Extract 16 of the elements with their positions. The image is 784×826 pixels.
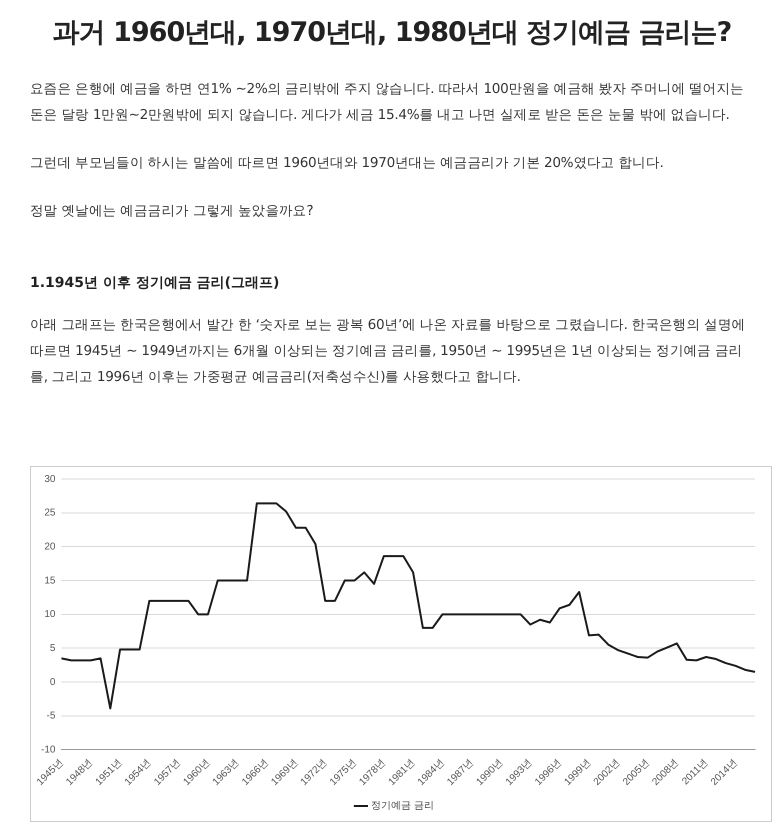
text: 요즘은 은행에 예금을 하면 연1% ~2%의 금리밖에 주지 않습니다. 따라서 100만원을 예금해 봤자 주머니에 떨어지는 돈은 달랑 1만원~2만원밖에 되지 않습니다. 게다가 세금 15.4%를 내고 나면 실제로 받은 돈은 눈물 밖에 없습니다. [30, 80, 745, 125]
y-tick-label: 5 [50, 642, 56, 654]
chart-title: 과거 1960년대, 1970년대, 1980년대 정기예금 금리는? [52, 16, 732, 50]
legend-label: 정기예금 금리 [370, 800, 434, 812]
y-tick-label: 25 [44, 508, 56, 519]
y-tick-label: 10 [44, 609, 56, 620]
y-tick-label: -5 [46, 710, 56, 722]
text: 그런데 부모님들이 하시는 말씀에 따르면 1960년대와 1970년대는 예금금리가 기본 20%였다고 합니다. [30, 154, 665, 173]
y-tick-label: 0 [50, 676, 56, 688]
y-tick-label: 20 [44, 541, 56, 552]
chart-subtitle: 1.1945년 이후 정기예금 금리(그래프) [30, 274, 280, 292]
text: 정말 옛날에는 예금금리가 그렇게 높았을까요? [30, 202, 314, 221]
y-tick-label: 30 [44, 474, 56, 485]
y-tick-label: 15 [44, 575, 56, 586]
text: 아래 그래프는 한국은행에서 발간 한 ‘숫자로 보는 광복 60년’에 나온 자료를 바탕으로 그렸습니다. 한국은행의 설명에 따르면 1945년 ~ 1949년까지는 6개월 이상되는 정기예금 금리를, 1950년 ~ 1995년은 1년 이상되는 정기예금 금리를, 그리고 1996년 이후는 가중평균 예금금리(저축성수신)를 사용했다고 합니다. [30, 316, 746, 387]
y-tick-label: -10 [41, 744, 56, 756]
